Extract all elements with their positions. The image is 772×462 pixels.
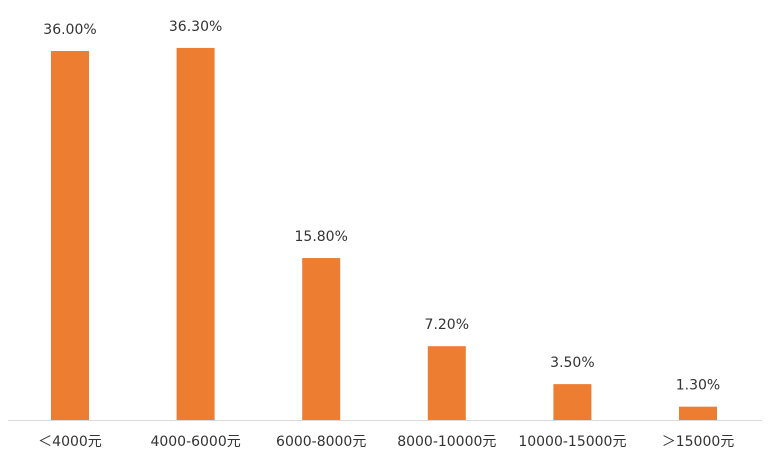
data-label: 36.30% (169, 19, 222, 35)
bar (176, 47, 215, 421)
bar (302, 258, 341, 420)
x-tick-label: 4000-6000元 (150, 434, 240, 450)
x-tick-label: ＜4000元 (38, 434, 102, 450)
bar (553, 384, 592, 420)
data-label: 36.00% (43, 22, 96, 38)
bar (51, 51, 89, 420)
x-tick-label: 6000-8000元 (276, 434, 366, 450)
data-label: 7.20% (425, 317, 469, 333)
data-label: 3.50% (550, 355, 594, 371)
x-tick-label: 8000-10000元 (397, 434, 496, 450)
data-label: 1.30% (676, 378, 720, 394)
bar (679, 406, 717, 420)
bar (427, 346, 466, 420)
x-tick-label: 10000-15000元 (518, 434, 626, 450)
x-tick-label: ＞15000元 (662, 434, 735, 450)
data-label: 15.80% (295, 229, 348, 245)
